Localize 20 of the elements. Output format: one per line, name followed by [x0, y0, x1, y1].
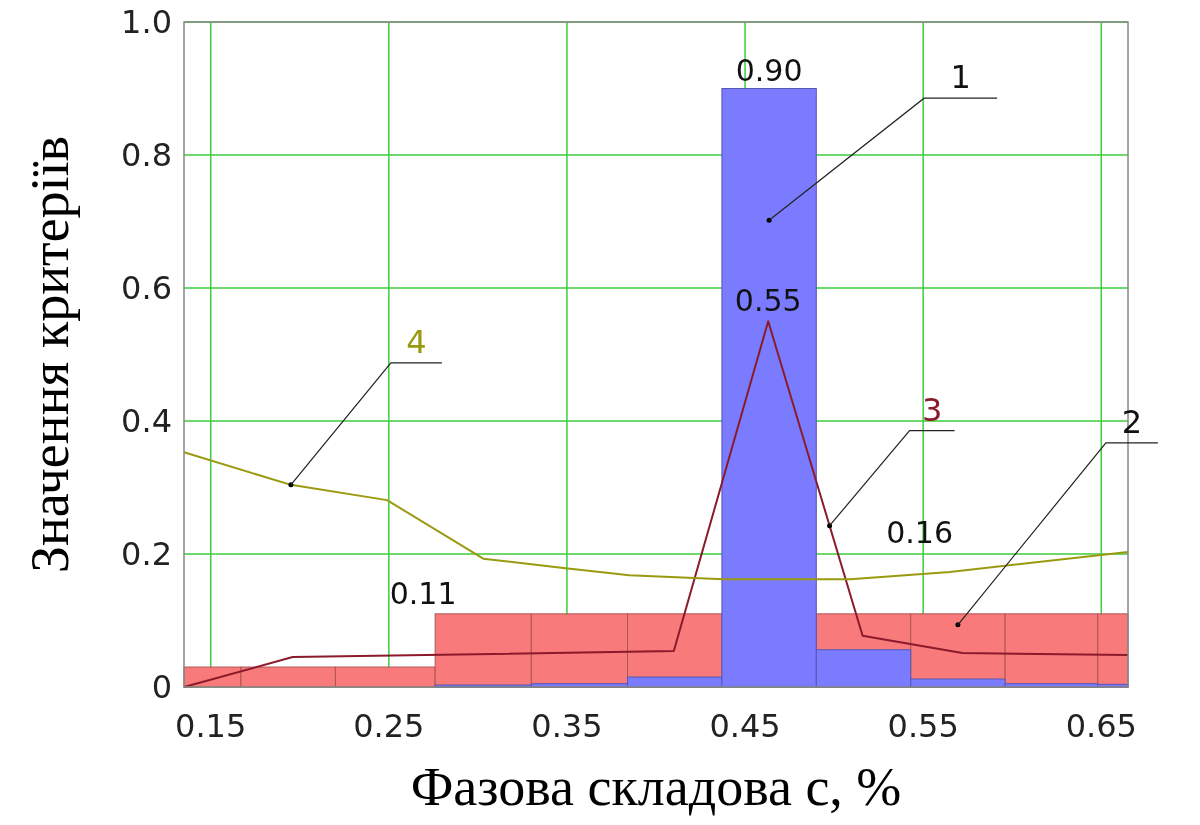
- y-tick-label: 0.8: [121, 136, 172, 175]
- text: 1: [950, 58, 971, 97]
- y-tick-label: 0.6: [121, 269, 172, 308]
- y-tick-label: 0.2: [121, 535, 172, 574]
- x-tick-label: 0.55: [887, 707, 959, 745]
- x-tick-label: 0.15: [175, 707, 247, 745]
- text: 3: [921, 390, 943, 429]
- annotation: 0.55: [734, 283, 802, 319]
- y-tick-label: 0: [151, 668, 172, 707]
- text: 4: [406, 322, 427, 361]
- y-tick-label: 1.0: [121, 3, 172, 42]
- x-tick-label: 0.45: [709, 707, 781, 745]
- x-tick-label: 0.65: [1065, 707, 1137, 745]
- y-axis-title: Значення критеріїв: [20, 135, 80, 574]
- text: 2: [1121, 402, 1143, 441]
- x-tick-label: 0.25: [353, 707, 425, 745]
- annotation: 0.11: [389, 575, 457, 611]
- y-tick-label: 0.4: [121, 402, 172, 441]
- x-tick-label: 0.35: [531, 707, 603, 745]
- x-axis-title: Фазова складова с, %: [410, 757, 902, 817]
